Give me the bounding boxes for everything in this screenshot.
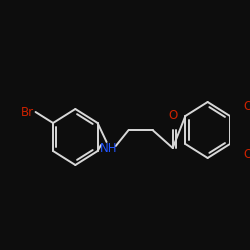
Text: O: O: [244, 100, 250, 112]
Text: Br: Br: [20, 106, 34, 118]
Text: O: O: [244, 148, 250, 160]
Text: NH: NH: [100, 142, 117, 154]
Text: O: O: [168, 109, 177, 122]
